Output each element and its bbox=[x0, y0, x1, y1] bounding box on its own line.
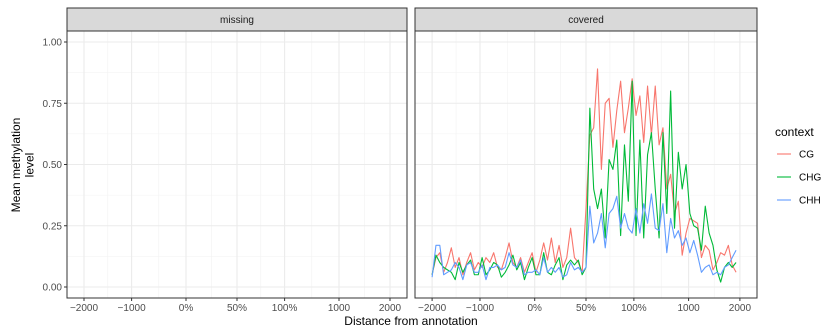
y-tick-label: 1.00 bbox=[43, 38, 63, 49]
y-tick-label: 0.25 bbox=[43, 221, 63, 232]
strip-background bbox=[66, 7, 408, 32]
y-tick-label: 0.00 bbox=[43, 283, 63, 294]
x-tick-label: 2000 bbox=[729, 303, 752, 314]
series-line-chh bbox=[431, 193, 737, 281]
legend-title: context bbox=[775, 125, 814, 139]
x-tick-label: −2000 bbox=[418, 303, 447, 314]
x-tick-label: 1000 bbox=[677, 303, 700, 314]
x-tick-label: 2000 bbox=[379, 303, 402, 314]
x-tick-label: 0% bbox=[527, 303, 542, 314]
strip-label: missing bbox=[220, 15, 254, 26]
y-axis-title: Mean methylationlevel bbox=[9, 118, 37, 213]
x-tick-label: −2000 bbox=[70, 303, 99, 314]
legend-label-chh: CHH bbox=[799, 196, 821, 207]
y-tick-label: 0.50 bbox=[43, 160, 63, 171]
x-tick-label: 50% bbox=[227, 303, 247, 314]
strip-label: covered bbox=[568, 15, 604, 26]
x-tick-label: −1000 bbox=[466, 303, 495, 314]
x-tick-label: −1000 bbox=[118, 303, 147, 314]
x-tick-label: 1000 bbox=[328, 303, 351, 314]
legend-label-cg: CG bbox=[799, 150, 814, 161]
y-axis-title-line: Mean methylation bbox=[9, 118, 23, 213]
x-axis-title: Distance from annotation bbox=[344, 314, 477, 328]
legend-label-chg: CHG bbox=[799, 173, 821, 184]
facet-panel-covered: covered −2000 −1000 0% 50% 100% 1000 2000 bbox=[414, 7, 758, 314]
x-tick-label: 100% bbox=[621, 303, 647, 314]
x-tick-label: 0% bbox=[179, 303, 194, 314]
facet-panel-missing: missing −2000 −1000 0% 50% 100% 1000 2000 bbox=[66, 7, 408, 314]
x-tick-label: 100% bbox=[272, 303, 298, 314]
series-line-chg bbox=[431, 80, 737, 283]
strip-background bbox=[414, 7, 758, 32]
x-tick-label: 50% bbox=[576, 303, 596, 314]
y-axis-title-line: level bbox=[23, 153, 37, 178]
y-tick-label: 0.75 bbox=[43, 99, 63, 110]
